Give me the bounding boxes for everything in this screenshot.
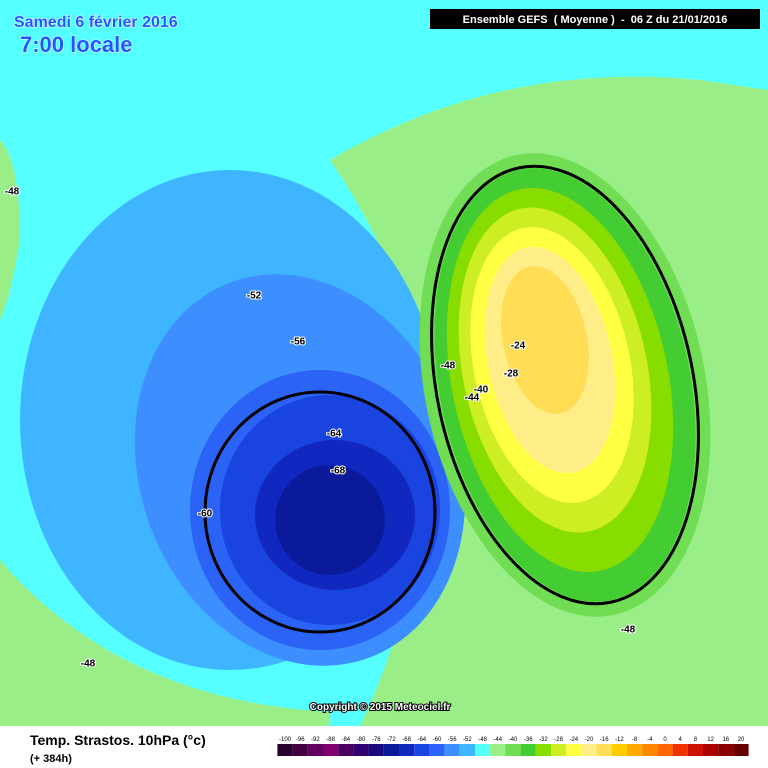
legend-label: 20 bbox=[738, 737, 745, 743]
legend-label: -12 bbox=[615, 737, 624, 743]
legend-swatch bbox=[733, 744, 749, 756]
footer-title: Temp. Strastos. 10hPa (°c) bbox=[30, 732, 206, 748]
legend-swatch bbox=[566, 744, 582, 756]
legend-swatch bbox=[581, 744, 597, 756]
legend-label: -8 bbox=[632, 737, 638, 743]
contour-label: -48 bbox=[621, 625, 636, 636]
contour-label: -52 bbox=[247, 291, 262, 302]
contour-label: -68 bbox=[331, 466, 346, 477]
legend-swatch bbox=[490, 744, 506, 756]
legend-swatch bbox=[657, 744, 673, 756]
legend-swatch bbox=[627, 744, 643, 756]
contour-label: -64 bbox=[327, 429, 342, 440]
legend-label: -20 bbox=[585, 737, 594, 743]
legend-label: -36 bbox=[524, 737, 533, 743]
legend-label: -76 bbox=[372, 737, 381, 743]
legend-swatch bbox=[429, 744, 445, 756]
legend-label: -72 bbox=[387, 737, 396, 743]
legend-swatch bbox=[459, 744, 475, 756]
contour-label: -48 bbox=[5, 187, 20, 198]
lead-time: (+ 384h) bbox=[30, 753, 72, 765]
legend-label: -44 bbox=[493, 737, 502, 743]
legend-label: -40 bbox=[509, 737, 518, 743]
legend-swatch bbox=[611, 744, 627, 756]
contour-label: -60 bbox=[198, 509, 213, 520]
legend-swatch bbox=[642, 744, 658, 756]
legend-label: -80 bbox=[357, 737, 366, 743]
legend-swatch bbox=[551, 744, 567, 756]
legend-swatch bbox=[672, 744, 688, 756]
contour-labels: -48 -52 -56 -60 -64 -68 -48 -24 -28 -40 … bbox=[4, 186, 637, 671]
legend-swatch bbox=[520, 744, 536, 756]
legend-swatch bbox=[277, 744, 293, 756]
legend-label: 16 bbox=[722, 737, 729, 743]
legend-label: -68 bbox=[402, 737, 411, 743]
contour-label: -28 bbox=[504, 369, 519, 380]
legend-label: -88 bbox=[326, 737, 335, 743]
legend-swatch bbox=[505, 744, 521, 756]
legend-label: 12 bbox=[707, 737, 714, 743]
contour-label: -24 bbox=[511, 341, 526, 352]
run-info: Ensemble GEFS ( Moyenne ) - 06 Z du 21/0… bbox=[463, 14, 728, 26]
legend-swatch bbox=[687, 744, 703, 756]
legend-label: -4 bbox=[647, 737, 653, 743]
legend: -100 -96 -92 -88 -84 -80 -76 -72 -68 -64 -60 -56 -52… bbox=[277, 737, 749, 756]
legend-label: -92 bbox=[311, 737, 320, 743]
legend-swatch bbox=[703, 744, 719, 756]
legend-swatch bbox=[414, 744, 430, 756]
legend-swatch bbox=[368, 744, 384, 756]
legend-label: -24 bbox=[569, 737, 578, 743]
legend-label: -64 bbox=[417, 737, 426, 743]
contour-label: -48 bbox=[81, 659, 96, 670]
contour-label: -44 bbox=[465, 393, 480, 404]
time: 7:00 locale bbox=[20, 32, 133, 57]
copyright: Copyright © 2015 Meteociel.fr bbox=[310, 702, 451, 713]
legend-label: 4 bbox=[679, 737, 683, 743]
legend-label: -100 bbox=[279, 737, 292, 743]
legend-label: -32 bbox=[539, 737, 548, 743]
legend-label: -16 bbox=[600, 737, 609, 743]
legend-swatch bbox=[718, 744, 734, 756]
legend-label: 0 bbox=[663, 737, 667, 743]
legend-label: -28 bbox=[554, 737, 563, 743]
run-banner bbox=[430, 9, 760, 29]
contour-label: -48 bbox=[441, 361, 456, 372]
legend-label: -48 bbox=[478, 737, 487, 743]
legend-label: -96 bbox=[296, 737, 305, 743]
legend-swatch bbox=[383, 744, 399, 756]
legend-label: 8 bbox=[694, 737, 698, 743]
legend-swatch bbox=[338, 744, 354, 756]
legend-label: -60 bbox=[433, 737, 442, 743]
legend-swatch bbox=[292, 744, 308, 756]
legend-label: -52 bbox=[463, 737, 472, 743]
map-field bbox=[0, 76, 768, 726]
contour-label: -56 bbox=[291, 337, 306, 348]
legend-label: -84 bbox=[341, 737, 350, 743]
legend-swatch bbox=[535, 744, 551, 756]
legend-swatch bbox=[323, 744, 339, 756]
legend-swatch bbox=[353, 744, 369, 756]
legend-swatch bbox=[444, 744, 460, 756]
legend-swatch bbox=[596, 744, 612, 756]
date: Samedi 6 février 2016 bbox=[14, 14, 178, 31]
legend-swatch bbox=[399, 744, 415, 756]
legend-swatch bbox=[475, 744, 491, 756]
legend-swatch bbox=[307, 744, 323, 756]
contour-label: -40 bbox=[474, 385, 489, 396]
legend-label: -56 bbox=[448, 737, 457, 743]
